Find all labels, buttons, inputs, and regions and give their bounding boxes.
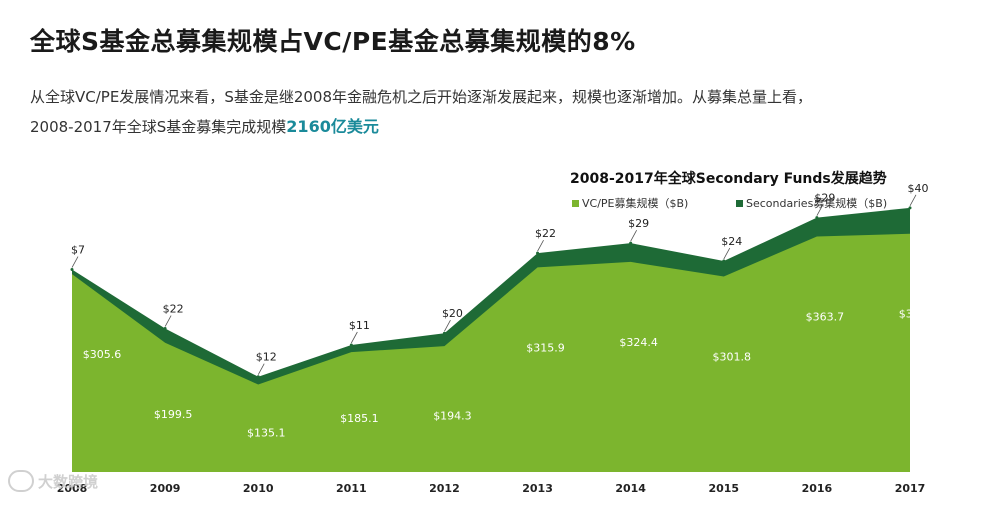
watermark-text: 大数跨境 (38, 472, 99, 491)
x-tick-label: 2008 (57, 482, 88, 495)
leader-line (537, 239, 544, 252)
data-point-secondaries (349, 343, 353, 347)
data-label-secondaries: $22 (535, 227, 556, 240)
x-tick-label: 2009 (150, 482, 181, 495)
leader-line (723, 247, 731, 260)
data-label-vcpe: $194.3 (433, 409, 472, 422)
legend-swatch-vcpe (572, 200, 579, 207)
data-label-vcpe: $305.6 (83, 348, 122, 361)
plot-area: $7 $305.6 2008 $22 $199.5 2009 $12 $135.1 2010 $1… (57, 182, 938, 495)
data-label-secondaries: $24 (721, 235, 742, 248)
x-tick-label: 2017 (895, 482, 926, 495)
legend-label-secondaries: Secondaries募集规模（$B) (746, 196, 887, 210)
data-label-secondaries: $22 (163, 303, 184, 316)
data-label-secondaries: $40 (908, 182, 929, 195)
data-point-secondaries (163, 327, 167, 331)
data-point-secondaries (722, 259, 726, 263)
leader-line (630, 229, 638, 242)
leader-line (350, 331, 358, 344)
leader-line (444, 320, 451, 332)
data-label-vcpe: $363.7 (806, 310, 845, 323)
x-tick-label: 2012 (429, 482, 460, 495)
data-label-vcpe: $135.1 (247, 427, 286, 440)
x-tick-label: 2014 (615, 482, 646, 495)
chart-title: 2008-2017年全球Secondary Funds发展趋势 (570, 170, 887, 187)
x-tick-label: 2010 (243, 482, 274, 495)
data-point-secondaries (256, 375, 260, 379)
total-amount-highlight: 2160亿美元 (286, 117, 379, 136)
data-label-vcpe: $199.5 (154, 408, 193, 421)
lead-line-1: 从全球VC/PE发展情况来看，S基金是继2008年金融危机之后开始逐渐发展起来，… (30, 88, 813, 106)
leader-line (816, 204, 824, 216)
data-point-secondaries (815, 216, 819, 220)
lead-paragraph: 从全球VC/PE发展情况来看，S基金是继2008年金融危机之后开始逐渐发展起来，… (30, 82, 980, 142)
data-label-vcpe: $185.1 (340, 412, 379, 425)
lead-line-2: 2008-2017年全球S基金募集完成规模2160亿美元 (30, 112, 980, 142)
chat-bubble-logo-icon (8, 470, 34, 492)
leader-line (71, 256, 79, 268)
data-label-secondaries: $29 (628, 217, 649, 230)
leader-line (164, 315, 172, 327)
data-point-secondaries (908, 206, 912, 210)
data-label-secondaries: $11 (349, 319, 370, 332)
legend-label-vcpe: VC/PE募集规模（$B) (582, 196, 688, 210)
leader-line (909, 194, 917, 207)
x-tick-label: 2011 (336, 482, 367, 495)
x-tick-label: 2013 (522, 482, 553, 495)
x-tick-label: 2015 (708, 482, 739, 495)
series-area-vcpe (72, 233, 910, 472)
data-point-secondaries (629, 241, 633, 245)
data-label-vcpe: $367.9 (899, 308, 938, 321)
data-label-vcpe: $324.4 (619, 336, 658, 349)
chart-legend: VC/PE募集规模（$B) Secondaries募集规模（$B) (572, 196, 887, 210)
data-point-secondaries (442, 331, 446, 335)
leader-line (257, 363, 265, 375)
data-label-secondaries: $12 (256, 351, 277, 364)
data-label-vcpe: $301.8 (713, 351, 752, 364)
data-label-secondaries: $29 (814, 192, 835, 205)
lead-line-2-prefix: 2008-2017年全球S基金募集完成规模 (30, 118, 287, 136)
data-label-secondaries: $7 (71, 244, 85, 257)
data-label-vcpe: $315.9 (526, 341, 565, 354)
legend-swatch-secondaries (736, 200, 743, 207)
data-label-secondaries: $20 (442, 307, 463, 320)
page-headline: 全球S基金总募集规模占VC/PE基金总募集规模的8% (30, 27, 636, 56)
data-point-secondaries (536, 251, 540, 255)
watermark: 大数跨境 (8, 470, 98, 492)
x-tick-label: 2016 (802, 482, 833, 495)
data-point-secondaries (70, 268, 74, 272)
